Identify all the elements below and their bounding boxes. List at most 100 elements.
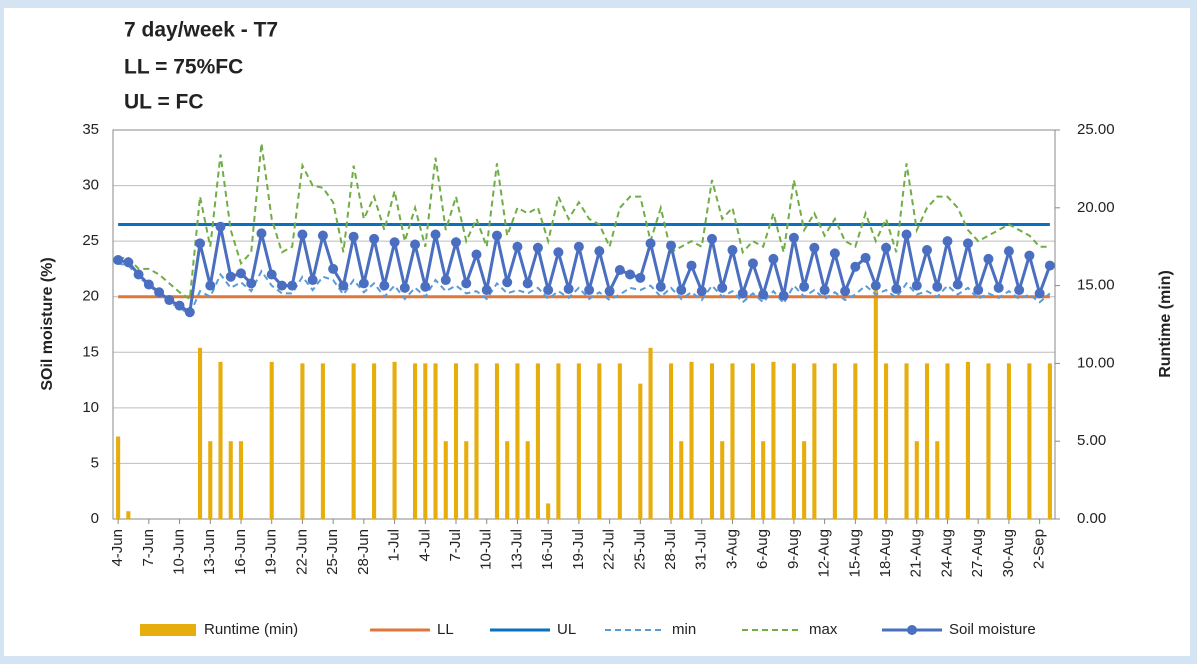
legend-label: UL [557,621,576,638]
bar [966,362,970,519]
marker [553,247,563,257]
bar [597,363,601,519]
y-tick-label: 25 [82,232,99,249]
bar [771,362,775,519]
marker [574,242,584,252]
bar [454,363,458,519]
bar [986,363,990,519]
marker [492,231,502,241]
bar [239,441,243,519]
marker [963,238,973,248]
marker [1045,261,1055,271]
x-tick-label: 9-Aug [785,529,802,569]
bar [526,441,530,519]
marker [666,241,676,251]
marker [932,282,942,292]
marker [471,249,481,259]
y2-tick-label: 10.00 [1077,354,1115,371]
bar [505,441,509,519]
marker [748,258,758,268]
y2-tick-label: 0.00 [1077,510,1106,527]
bar [802,441,806,519]
marker [779,291,789,301]
x-tick-label: 19-Jul [570,529,587,570]
marker [349,232,359,242]
legend-label: Soil moisture [949,621,1036,638]
marker [420,282,430,292]
marker [256,228,266,238]
marker [502,277,512,287]
x-tick-label: 22-Jul [601,529,618,570]
legend-label: Runtime (min) [204,621,298,638]
bar [116,437,120,519]
marker [840,286,850,296]
bar [423,363,427,519]
bar [1027,363,1031,519]
marker [656,282,666,292]
bar [1007,363,1011,519]
marker [942,236,952,246]
y2-tick-label: 25.00 [1077,121,1115,138]
y-tick-label: 10 [82,399,99,416]
marker [123,257,133,267]
x-tick-label: 18-Aug [877,529,894,577]
legend-label: max [809,621,838,638]
marker [676,285,686,295]
bar [874,286,878,519]
bar [444,441,448,519]
bar [792,363,796,519]
marker [902,229,912,239]
y-axis-title: SOil moisture (%) [39,257,56,390]
marker [328,264,338,274]
marker [164,295,174,305]
marker [390,237,400,247]
marker [717,283,727,293]
bar [474,363,478,519]
marker [216,222,226,232]
bar [679,441,683,519]
chart-title: 7 day/week - T7 [124,19,278,42]
bar [669,363,673,519]
marker [134,269,144,279]
y2-tick-label: 20.00 [1077,199,1115,216]
x-tick-label: 10-Jul [478,529,495,570]
x-tick-label: 1-Jul [386,529,403,562]
x-tick-label: 13-Jun [201,529,218,575]
marker [697,286,707,296]
marker [113,255,123,265]
bar [577,363,581,519]
marker [359,278,369,288]
x-tick-label: 30-Aug [1000,529,1017,577]
marker [175,301,185,311]
marker [973,285,983,295]
marker [871,281,881,291]
chart-title: UL = FC [124,91,204,114]
marker [431,229,441,239]
bar [556,363,560,519]
bar [270,362,274,519]
bar [372,363,376,519]
marker [461,278,471,288]
legend-label: min [672,621,696,638]
marker [820,285,830,295]
x-tick-label: 4-Jul [416,529,433,562]
bar [495,363,499,519]
x-tick-label: 21-Aug [908,529,925,577]
bar [464,441,468,519]
marker [707,234,717,244]
marker [891,284,901,294]
y2-tick-label: 5.00 [1077,432,1106,449]
marker [850,262,860,272]
marker [564,284,574,294]
bar [515,363,519,519]
marker [277,281,287,291]
marker [441,275,451,285]
x-tick-label: 16-Jul [539,529,556,570]
marker [236,268,246,278]
marker [605,286,615,296]
x-tick-label: 22-Jun [293,529,310,575]
y-tick-label: 35 [82,121,99,138]
marker [533,243,543,253]
marker [410,239,420,249]
y-tick-label: 0 [91,510,99,527]
